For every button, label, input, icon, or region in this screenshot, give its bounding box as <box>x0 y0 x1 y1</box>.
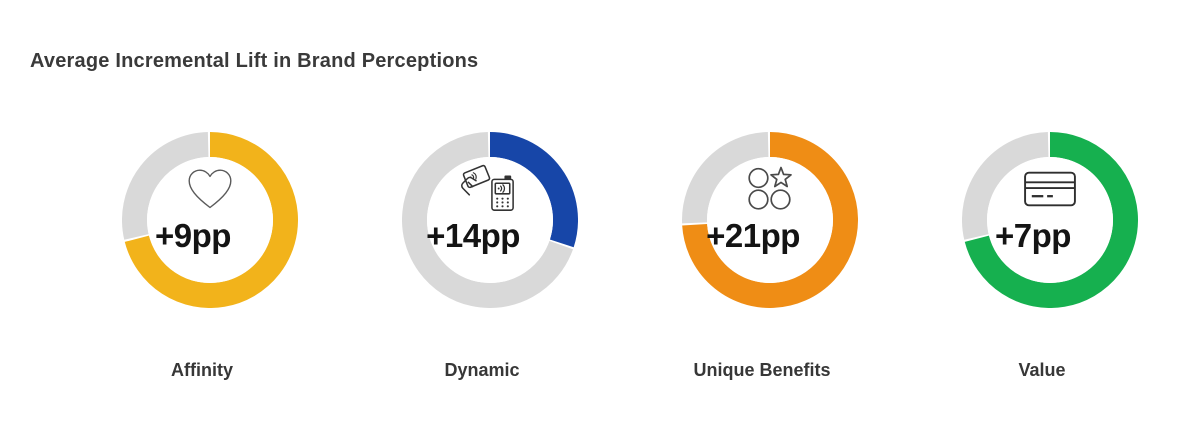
credit-card-icon <box>1022 163 1078 215</box>
page-title: Average Incremental Lift in Brand Percep… <box>30 50 479 72</box>
heart-icon <box>186 163 234 215</box>
metric-label: Value <box>1018 360 1066 380</box>
donut-center: +7pp <box>987 157 1113 283</box>
donut-ring <box>402 132 578 308</box>
lift-value: +14pp <box>426 217 520 254</box>
donut-gauge-affinity: +9pp <box>122 132 298 308</box>
donut-center: +14pp <box>426 157 553 283</box>
metric-label: Affinity <box>171 360 233 380</box>
donut-gauge-dynamic: +14pp <box>402 132 578 308</box>
metric-card-value: +7pp Value <box>910 132 1185 381</box>
metric-card-affinity: +9pp Affinity <box>70 132 350 381</box>
donut-center: +9pp <box>147 157 273 283</box>
circles-star-icon <box>745 163 795 215</box>
lift-value: +21pp <box>706 217 800 254</box>
donut-ring <box>682 132 858 308</box>
metric-card-dynamic: +14pp Dynamic <box>350 132 630 381</box>
donut-ring <box>122 132 298 308</box>
donut-gauge-value: +7pp <box>962 132 1138 308</box>
donut-ring <box>962 132 1138 308</box>
metric-label: Dynamic <box>444 360 520 380</box>
lift-value: +7pp <box>995 217 1071 254</box>
donut-cards-row: +9pp Affinity <box>70 132 1185 381</box>
metric-card-unique-benefits: +21pp Unique Benefits <box>630 132 910 381</box>
donut-gauge-unique-benefits: +21pp <box>682 132 858 308</box>
donut-center: +21pp <box>706 157 833 283</box>
contactless-payment-icon <box>459 163 521 215</box>
metric-label: Unique Benefits <box>693 360 831 380</box>
lift-value: +9pp <box>155 217 231 254</box>
